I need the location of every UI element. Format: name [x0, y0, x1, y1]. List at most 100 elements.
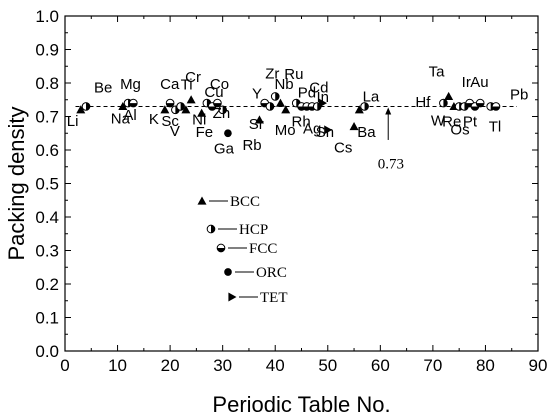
legend-marker-fcc: [216, 243, 226, 253]
y-axis-title: Packing density: [4, 106, 29, 260]
point-label-ga: Ga: [214, 140, 235, 157]
point-label-pd: Pd: [298, 84, 316, 101]
point-label-ca: Ca: [160, 76, 180, 93]
point-label-zr: Zr: [265, 65, 279, 82]
reference-line-label: 0.73: [378, 156, 404, 172]
y-tick-label: 0.5: [35, 175, 59, 194]
point-ti-fill: [180, 102, 185, 111]
x-tick-label: 70: [423, 356, 442, 375]
point-sn: [324, 125, 333, 135]
point-cu-fill: [213, 103, 222, 107]
point-label-nb: Nb: [274, 76, 293, 93]
legend: BCC HCP FCC ORC TET: [197, 194, 288, 306]
point-label-ti: Ti: [181, 76, 193, 93]
legend-marker-tet: [228, 292, 237, 302]
y-tick-label: 0.4: [35, 208, 59, 227]
point-cr: [186, 95, 196, 104]
point-label-ta: Ta: [429, 63, 446, 80]
y-tick-label: 0.8: [35, 74, 59, 93]
point-nb: [275, 98, 285, 107]
point-label-be: Be: [94, 79, 112, 96]
legend-marker-fcc-fill: [217, 248, 225, 252]
point-label-v: V: [170, 123, 180, 140]
point-label-pb: Pb: [510, 86, 528, 103]
point-ni-fill: [208, 106, 216, 111]
point-label-sr: Sr: [249, 116, 264, 133]
x-tick-label: 50: [318, 356, 337, 375]
x-tick-label: 60: [371, 356, 390, 375]
point-label-ba: Ba: [357, 124, 376, 141]
point-label-rb: Rb: [242, 137, 261, 154]
point-label-ru: Ru: [284, 66, 303, 83]
x-tick-label: 10: [108, 356, 127, 375]
point-zn-fill: [222, 105, 227, 114]
point-y-fill: [269, 102, 274, 111]
point-ga: [224, 129, 232, 138]
point-label-ag: Ag: [303, 120, 321, 137]
legend-marker-hcp: [206, 224, 216, 234]
point-label-tl: Tl: [489, 118, 502, 135]
point-ta: [444, 91, 454, 100]
point-li: [76, 105, 86, 114]
point-zr-fill: [275, 92, 280, 101]
point-mo: [281, 105, 291, 114]
point-la: [360, 102, 369, 111]
point-pb: [491, 102, 501, 111]
x-tick-label: 90: [529, 356, 548, 375]
point-au-fill: [476, 103, 485, 107]
point-label-os: Os: [450, 121, 469, 138]
x-axis-title: Periodic Table No.: [212, 392, 390, 417]
point-label-cu: Cu: [204, 84, 223, 101]
point-la-fill: [364, 102, 369, 111]
point-label-pt: Pt: [463, 113, 478, 130]
x-tick-label: 80: [476, 356, 495, 375]
point-label-fe: Fe: [196, 124, 214, 141]
legend-marker-hcp-fill: [211, 225, 215, 233]
point-zr: [270, 92, 280, 101]
point-be-fill: [86, 102, 90, 111]
point-label-co: Co: [210, 76, 229, 93]
point-fe: [197, 108, 207, 117]
y-tick-label: 1.0: [35, 7, 59, 26]
point-label-rh: Rh: [292, 113, 311, 130]
x-tick-label: 0: [60, 356, 69, 375]
point-labels: Li Be Na Mg Al K Ca Sc Ti V Cr Fe Co Ni Cu Zn Ga Rb Sr YZrN…: [67, 63, 529, 157]
point-pb-fill: [492, 106, 500, 111]
point-ti: [176, 102, 185, 111]
point-label-ni: Ni: [192, 111, 206, 128]
point-pt-fill: [471, 106, 479, 111]
y-tick-label: 0.2: [35, 275, 59, 294]
y-tick-label: 0.1: [35, 309, 59, 328]
legend-label-hcp: HCP: [239, 222, 268, 238]
y-tick-label: 0.3: [35, 242, 59, 261]
point-rb: [254, 115, 264, 124]
point-ca: [165, 98, 175, 108]
point-label-k: K: [149, 111, 159, 128]
point-label-y: Y: [252, 85, 262, 102]
point-label-la: La: [363, 88, 380, 105]
point-label-in: In: [317, 89, 330, 106]
point-v: [181, 105, 191, 114]
x-tick-label: 30: [213, 356, 232, 375]
point-be: [81, 102, 91, 111]
point-zn: [218, 105, 227, 115]
point-au: [475, 98, 485, 108]
point-na: [118, 101, 128, 111]
y-tick-label: 0.7: [35, 108, 59, 127]
point-ca-fill: [166, 103, 174, 107]
x-tick-label: 40: [266, 356, 285, 375]
point-label-re: Re: [442, 113, 461, 130]
point-y: [265, 102, 275, 111]
point-label-au: Au: [470, 74, 488, 91]
point-cs: [349, 122, 359, 131]
point-label-ir: Ir: [462, 74, 471, 91]
point-label-mo: Mo: [275, 122, 296, 139]
legend-label-bcc: BCC: [230, 194, 260, 210]
point-cu: [213, 98, 222, 108]
point-label-na: Na: [111, 110, 131, 127]
reference-arrow-head: [385, 107, 392, 115]
data-points: [76, 91, 501, 138]
point-label-mg: Mg: [120, 76, 141, 93]
point-hf-fill: [443, 99, 448, 107]
point-ba: [354, 105, 364, 114]
